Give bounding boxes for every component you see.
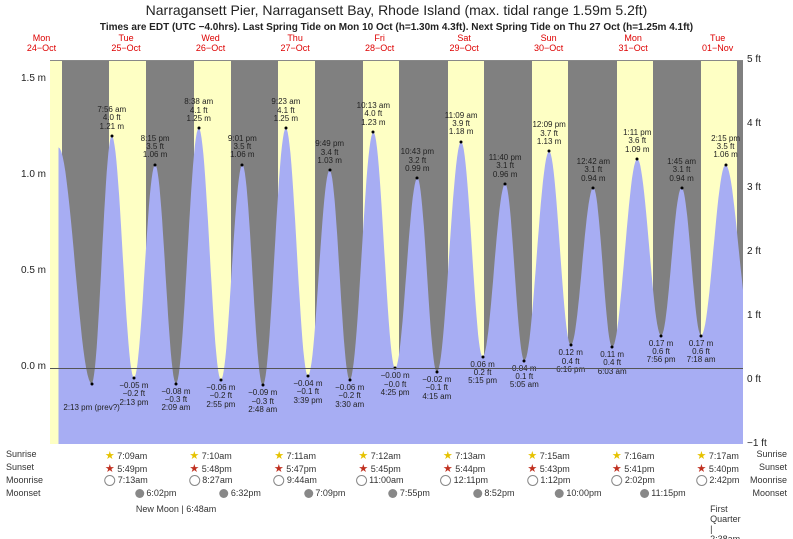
astro-value: 7:13am: [104, 475, 148, 486]
astro-value: ★ 5:43pm: [527, 462, 569, 475]
chart-subtitle: Times are EDT (UTC −4.0hrs). Last Spring…: [0, 22, 793, 33]
chart-title: Narragansett Pier, Narragansett Bay, Rho…: [0, 2, 793, 18]
date-label: Sun30−Oct: [527, 34, 571, 54]
astro-lbl-right: Sunrise: [756, 449, 787, 459]
astro-value: ★ 5:48pm: [189, 462, 231, 475]
astro-value: 10:00pm: [555, 488, 602, 498]
date-label: Tue25−Oct: [104, 34, 148, 54]
astro-lbl-right: Moonrise: [750, 475, 787, 485]
moon-phase-note: First Quarter | 2:38am: [710, 504, 741, 539]
grid-lines: [50, 61, 743, 444]
astro-lbl-left: Sunrise: [6, 449, 37, 459]
astro-lbl-left: Sunset: [6, 462, 34, 472]
astro-row-moonset: Moonset Moonset 6:02pm 6:32pm 7:09pm 7:55…: [0, 488, 793, 502]
astro-value: ★ 5:45pm: [358, 462, 400, 475]
astro-value: 11:00am: [356, 475, 404, 486]
date-label: Mon31−Oct: [611, 34, 655, 54]
astro-value: ★ 7:16am: [612, 449, 654, 462]
moon-phase-note: New Moon | 6:48am: [136, 504, 216, 514]
astro-value: ★ 5:41pm: [612, 462, 654, 475]
date-label: Sat29−Oct: [442, 34, 486, 54]
astro-value: ★ 7:11am: [274, 449, 316, 462]
y-left-tick: 1.5 m: [12, 73, 46, 84]
astro-value: 6:32pm: [219, 488, 261, 498]
astro-value: ★ 5:49pm: [105, 462, 147, 475]
astro-value: ★ 5:40pm: [696, 462, 738, 475]
y-left-tick: 0.5 m: [12, 265, 46, 276]
astro-value: 11:15pm: [640, 488, 686, 498]
y-right-tick: 5 ft: [747, 54, 781, 65]
astro-value: 8:27am: [189, 475, 233, 486]
date-label: Fri28−Oct: [358, 34, 402, 54]
plot-area: 2:13 pm (prev?)7:56 am4.0 ft1.21 m−0.05 …: [50, 61, 743, 444]
tide-chart-stage: Narragansett Pier, Narragansett Bay, Rho…: [0, 0, 793, 539]
astro-lbl-right: Sunset: [759, 462, 787, 472]
astro-value: ★ 7:12am: [358, 449, 400, 462]
astro-value: 9:44am: [273, 475, 317, 486]
astro-value: 12:11pm: [440, 475, 488, 486]
astro-value: 2:42pm: [696, 475, 740, 486]
astro-panel: SunriseSunrise★ 7:09am★ 7:10am★ 7:11am★ …: [50, 449, 743, 529]
date-label: Tue01−Nov: [696, 34, 740, 54]
astro-lbl-left: Moonrise: [6, 475, 43, 485]
astro-value: 6:02pm: [135, 488, 177, 498]
y-right-tick: 0 ft: [747, 374, 781, 385]
y-left-tick: 0.0 m: [12, 361, 46, 372]
chart-area: 2:13 pm (prev?)7:56 am4.0 ft1.21 m−0.05 …: [50, 60, 743, 444]
astro-value: 7:55pm: [388, 488, 430, 498]
astro-lbl-right: Moonset: [752, 488, 787, 498]
y-right-tick: 2 ft: [747, 246, 781, 257]
date-label: Mon24−Oct: [20, 34, 64, 54]
y-right-tick: 1 ft: [747, 310, 781, 321]
astro-row-sunset: Sunset Sunset ★ 5:49pm ★ 5:48pm ★ 5:47pm ★ 5:…: [0, 462, 793, 476]
y-right-tick: −1 ft: [747, 438, 781, 449]
astro-value: ★ 5:44pm: [443, 462, 485, 475]
y-left-tick: 1.0 m: [12, 169, 46, 180]
astro-value: ★ 7:13am: [443, 449, 485, 462]
astro-value: 1:12pm: [527, 475, 571, 486]
date-label: Thu27−Oct: [273, 34, 317, 54]
astro-value: ★ 7:17am: [696, 449, 738, 462]
y-right-tick: 3 ft: [747, 182, 781, 193]
astro-lbl-left: Moonset: [6, 488, 41, 498]
astro-value: 2:02pm: [611, 475, 655, 486]
astro-value: 8:52pm: [473, 488, 515, 498]
astro-value: ★ 7:10am: [189, 449, 231, 462]
zero-line: [50, 368, 743, 369]
y-right-tick: 4 ft: [747, 118, 781, 129]
astro-value: ★ 7:09am: [105, 449, 147, 462]
astro-value: ★ 7:15am: [527, 449, 569, 462]
astro-row-moonrise: Moonrise Moonrise 7:13am 8:27am 9:44am 11…: [0, 475, 793, 489]
astro-value: ★ 5:47pm: [274, 462, 316, 475]
astro-value: 7:09pm: [304, 488, 346, 498]
astro-row-sunrise: Sunrise Sunrise ★ 7:09am ★ 7:10am ★ 7:11am ★ …: [0, 449, 793, 463]
date-label: Wed26−Oct: [189, 34, 233, 54]
